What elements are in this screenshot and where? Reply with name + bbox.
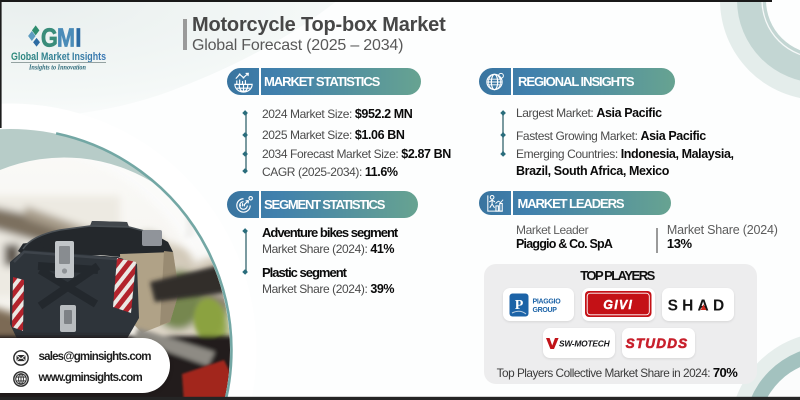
svg-text:GMI: GMI [41, 24, 81, 53]
svg-text:GROUP: GROUP [533, 307, 558, 314]
svg-text:SHAD: SHAD [668, 298, 729, 315]
svg-text:P: P [515, 298, 524, 313]
svg-text:PIAGGIO: PIAGGIO [533, 298, 562, 305]
svg-text:Insights to Innovation: Insights to Innovation [28, 63, 86, 71]
svg-text:STUDDS: STUDDS [626, 336, 689, 351]
svg-text:Global Market Insights: Global Market Insights [11, 51, 106, 63]
svg-text:SW-MOTECH: SW-MOTECH [559, 339, 611, 349]
svg-text:GIVI: GIVI [603, 298, 633, 312]
